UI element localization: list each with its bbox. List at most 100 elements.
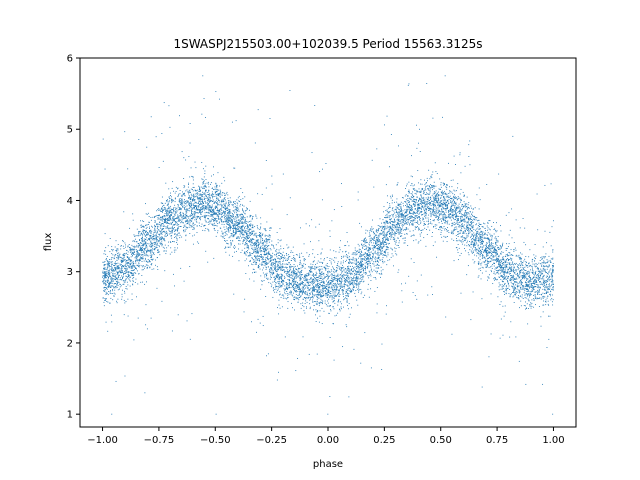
scatter-point: [257, 252, 259, 254]
scatter-point: [129, 251, 131, 253]
scatter-point: [547, 300, 549, 302]
scatter-point: [412, 219, 414, 221]
scatter-point: [453, 239, 455, 241]
scatter-point: [275, 250, 277, 252]
scatter-point: [340, 306, 342, 308]
scatter-point: [423, 221, 425, 223]
scatter-point: [541, 297, 543, 299]
scatter-point: [288, 291, 290, 293]
scatter-point: [406, 227, 408, 229]
scatter-point: [466, 203, 468, 205]
scatter-point: [298, 275, 300, 277]
scatter-point: [147, 254, 149, 256]
scatter-point: [266, 277, 268, 279]
scatter-point: [447, 227, 448, 229]
scatter-point: [428, 188, 430, 190]
scatter-point: [190, 167, 192, 169]
scatter-point: [450, 200, 452, 202]
scatter-point: [223, 176, 225, 178]
scatter-point: [247, 245, 249, 247]
scatter-point: [495, 259, 497, 261]
scatter-point: [406, 223, 408, 225]
scatter-point: [185, 235, 187, 237]
scatter-point: [533, 276, 535, 278]
scatter-point: [500, 265, 502, 267]
scatter-point: [545, 292, 547, 294]
scatter-point: [218, 210, 220, 212]
scatter-point: [475, 224, 477, 226]
scatter-point: [153, 230, 155, 232]
scatter-point: [209, 215, 211, 217]
scatter-point: [519, 287, 521, 289]
scatter-point: [544, 282, 546, 284]
scatter-point: [398, 225, 400, 227]
scatter-point: [400, 218, 402, 220]
scatter-point: [519, 291, 521, 293]
scatter-point: [479, 263, 481, 265]
scatter-point: [233, 225, 234, 227]
scatter-point: [244, 231, 246, 233]
scatter-point: [186, 202, 188, 204]
scatter-point: [175, 207, 177, 209]
scatter-point: [452, 222, 454, 224]
scatter-point: [432, 185, 434, 187]
scatter-point: [552, 275, 554, 277]
scatter-point: [386, 264, 388, 266]
scatter-point: [348, 267, 349, 269]
scatter-point: [146, 234, 148, 236]
scatter-point: [378, 247, 380, 249]
scatter-point: [324, 290, 326, 292]
scatter-point: [402, 229, 404, 231]
scatter-point: [422, 190, 424, 192]
scatter-point: [501, 246, 503, 248]
scatter-point: [261, 253, 262, 255]
scatter-point: [159, 233, 161, 235]
scatter-point: [443, 197, 445, 199]
scatter-point: [238, 210, 240, 212]
scatter-point: [386, 247, 388, 249]
scatter-point: [222, 207, 224, 209]
scatter-point: [401, 301, 403, 303]
scatter-point: [413, 188, 415, 190]
scatter-point: [137, 254, 139, 256]
scatter-point: [277, 242, 279, 244]
scatter-point: [268, 234, 270, 236]
scatter-point: [475, 234, 477, 236]
scatter-point: [364, 262, 366, 264]
scatter-point: [121, 279, 123, 281]
scatter-point: [546, 291, 548, 293]
scatter-point: [489, 252, 491, 253]
scatter-point: [550, 258, 552, 260]
scatter-point: [165, 227, 167, 229]
scatter-point: [264, 252, 266, 254]
scatter-point: [167, 212, 169, 214]
scatter-point: [507, 253, 508, 255]
scatter-point: [316, 262, 318, 264]
scatter-point: [312, 273, 314, 275]
scatter-point: [279, 267, 280, 269]
scatter-point: [341, 289, 343, 291]
scatter-point: [392, 249, 394, 251]
scatter-point: [376, 229, 378, 231]
scatter-point: [311, 281, 313, 283]
scatter-point: [374, 246, 376, 248]
scatter-point: [425, 214, 427, 216]
scatter-point: [110, 285, 112, 287]
scatter-point: [105, 247, 107, 249]
scatter-point: [154, 238, 156, 240]
scatter-point: [353, 286, 354, 288]
scatter-point: [470, 221, 472, 223]
scatter-point: [356, 276, 358, 278]
scatter-point: [526, 291, 528, 293]
scatter-point: [230, 226, 232, 228]
scatter-point: [191, 207, 193, 209]
scatter-point: [144, 235, 146, 237]
scatter-point: [159, 222, 161, 223]
scatter-point: [247, 237, 249, 238]
scatter-point: [512, 286, 514, 288]
scatter-point: [370, 266, 372, 268]
scatter-point: [354, 249, 356, 251]
scatter-point: [219, 211, 221, 213]
scatter-point: [180, 213, 182, 215]
scatter-point: [280, 286, 282, 288]
